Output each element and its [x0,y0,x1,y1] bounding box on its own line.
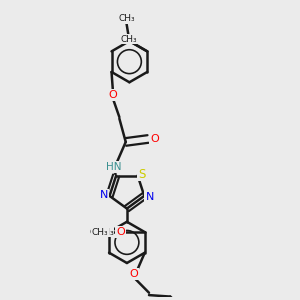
Text: N: N [146,192,154,202]
Text: O: O [130,269,139,279]
Text: O: O [109,90,117,100]
Text: CH₃: CH₃ [121,34,137,43]
Text: O: O [116,227,125,237]
Text: N: N [100,190,108,200]
Text: CH₃: CH₃ [118,14,135,23]
Text: S: S [138,167,146,181]
Text: OCH₃: OCH₃ [89,228,114,237]
Text: CH₃: CH₃ [92,228,108,237]
Text: HN: HN [106,162,122,172]
Text: methoxy: methoxy [106,232,112,233]
Text: O: O [150,134,159,144]
Text: O: O [116,227,125,237]
